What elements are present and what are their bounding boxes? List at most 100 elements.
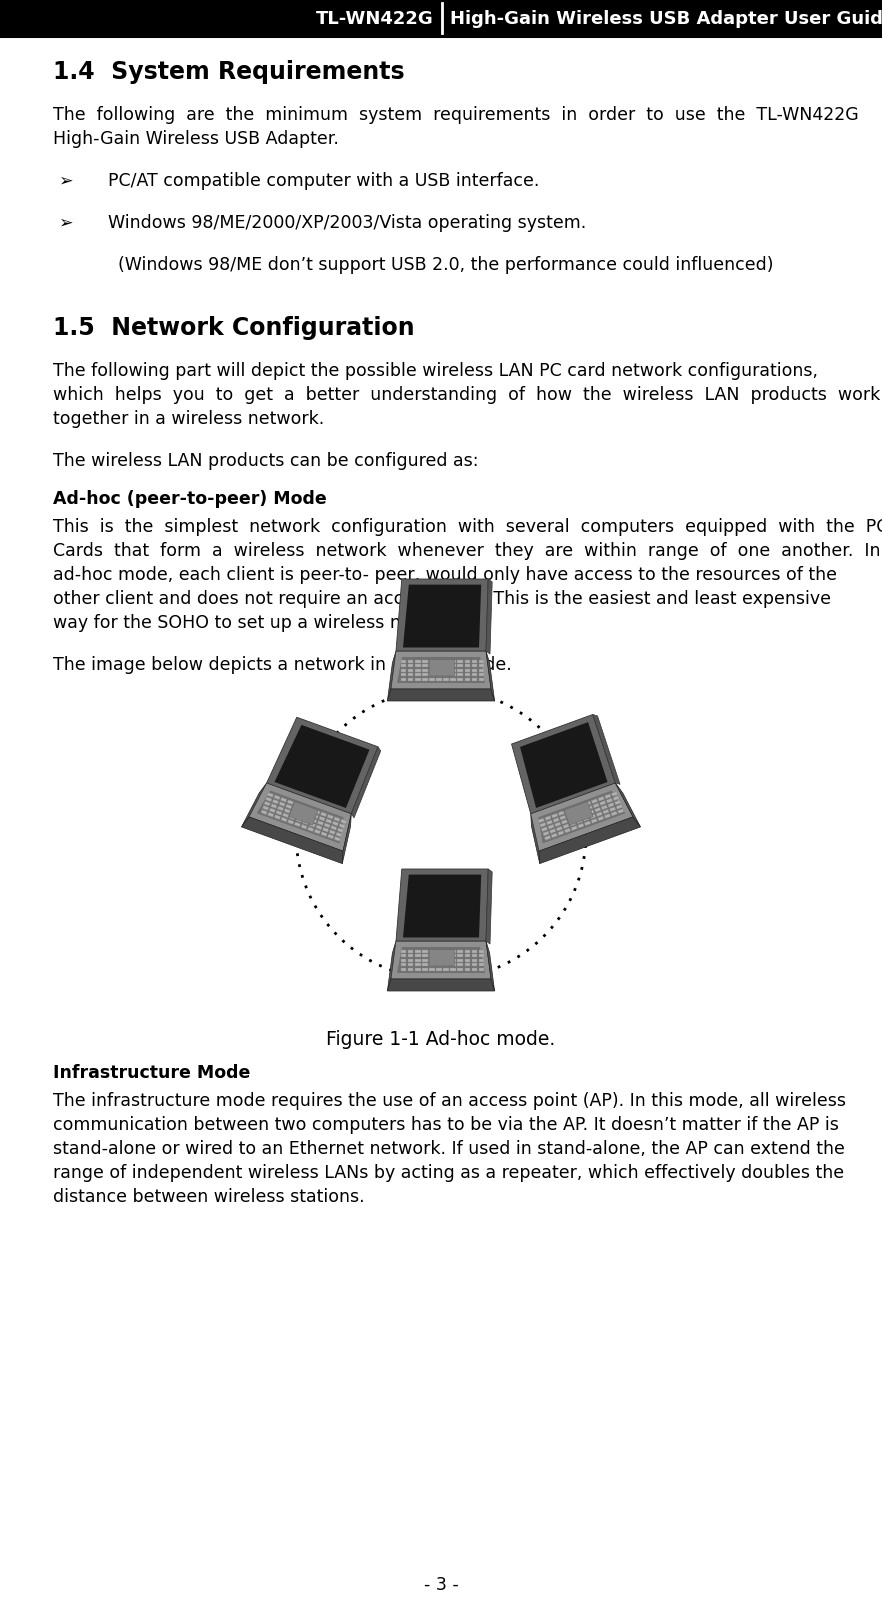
Polygon shape (560, 816, 566, 821)
Polygon shape (422, 665, 428, 669)
Polygon shape (437, 678, 442, 681)
Polygon shape (278, 807, 284, 812)
Polygon shape (314, 829, 320, 834)
Polygon shape (465, 660, 470, 664)
Text: The infrastructure mode requires the use of an access point (AP). In this mode, : The infrastructure mode requires the use… (53, 1091, 846, 1109)
Polygon shape (472, 660, 477, 664)
Polygon shape (451, 964, 456, 967)
Polygon shape (608, 804, 614, 808)
Polygon shape (472, 665, 477, 669)
Polygon shape (269, 808, 275, 813)
Polygon shape (520, 723, 608, 808)
Polygon shape (303, 821, 309, 826)
Polygon shape (542, 828, 548, 832)
Polygon shape (458, 669, 463, 672)
Polygon shape (561, 820, 567, 824)
Polygon shape (400, 660, 407, 664)
Polygon shape (267, 813, 274, 818)
Polygon shape (323, 828, 329, 832)
Polygon shape (257, 791, 344, 844)
Polygon shape (611, 792, 617, 797)
Polygon shape (429, 659, 453, 675)
Polygon shape (605, 794, 611, 799)
Polygon shape (479, 950, 484, 953)
Polygon shape (310, 818, 317, 823)
Polygon shape (407, 959, 414, 963)
Polygon shape (602, 810, 609, 815)
Polygon shape (458, 660, 463, 664)
Polygon shape (458, 955, 463, 958)
Polygon shape (400, 959, 407, 963)
Polygon shape (415, 969, 421, 971)
Text: - 3 -: - 3 - (423, 1575, 459, 1593)
Polygon shape (451, 959, 456, 963)
Polygon shape (329, 831, 335, 836)
Polygon shape (407, 969, 414, 971)
Polygon shape (274, 815, 280, 820)
Polygon shape (486, 651, 495, 702)
Polygon shape (574, 815, 581, 820)
Polygon shape (594, 808, 601, 813)
FancyBboxPatch shape (0, 0, 882, 39)
Polygon shape (437, 969, 442, 971)
Polygon shape (288, 800, 294, 805)
Polygon shape (249, 784, 351, 852)
Polygon shape (617, 810, 624, 815)
Text: The wireless LAN products can be configured as:: The wireless LAN products can be configu… (53, 452, 479, 469)
Polygon shape (267, 792, 273, 797)
Polygon shape (387, 942, 396, 992)
Polygon shape (598, 816, 604, 821)
Polygon shape (444, 665, 449, 669)
Polygon shape (289, 816, 295, 821)
Polygon shape (266, 718, 378, 815)
Polygon shape (437, 660, 442, 664)
Polygon shape (396, 580, 489, 651)
Polygon shape (545, 816, 551, 821)
Polygon shape (351, 747, 381, 818)
Polygon shape (444, 678, 449, 681)
Polygon shape (273, 800, 279, 805)
Polygon shape (587, 807, 593, 812)
Polygon shape (465, 969, 470, 971)
Polygon shape (458, 959, 463, 963)
Polygon shape (542, 831, 549, 836)
Polygon shape (564, 802, 593, 826)
Polygon shape (415, 669, 421, 672)
Polygon shape (265, 797, 272, 802)
Polygon shape (337, 828, 344, 832)
Polygon shape (465, 665, 470, 669)
Polygon shape (573, 812, 579, 816)
Polygon shape (472, 669, 477, 672)
Polygon shape (551, 813, 557, 818)
Text: communication between two computers has to be via the AP. It doesn’t matter if t: communication between two computers has … (53, 1115, 839, 1133)
Polygon shape (400, 669, 407, 672)
Polygon shape (451, 660, 456, 664)
Polygon shape (333, 821, 339, 826)
Polygon shape (458, 950, 463, 953)
Polygon shape (613, 797, 619, 802)
Polygon shape (458, 969, 463, 971)
Polygon shape (422, 950, 428, 953)
Polygon shape (274, 795, 280, 800)
Polygon shape (321, 832, 327, 837)
Polygon shape (340, 820, 347, 824)
Text: This  is  the  simplest  network  configuration  with  several  computers  equip: This is the simplest network configurati… (53, 517, 882, 535)
Polygon shape (585, 821, 591, 826)
Polygon shape (564, 808, 571, 813)
Polygon shape (415, 964, 421, 967)
Polygon shape (415, 660, 421, 664)
Polygon shape (544, 836, 550, 840)
Polygon shape (472, 964, 477, 967)
Polygon shape (309, 823, 316, 828)
Text: ➢: ➢ (58, 214, 72, 231)
Polygon shape (600, 802, 606, 807)
Polygon shape (578, 804, 585, 808)
Polygon shape (430, 669, 435, 672)
Polygon shape (437, 964, 442, 967)
Polygon shape (430, 678, 435, 681)
Polygon shape (400, 969, 407, 971)
Polygon shape (444, 660, 449, 664)
Polygon shape (314, 810, 320, 815)
Polygon shape (415, 665, 421, 669)
Polygon shape (327, 815, 333, 820)
